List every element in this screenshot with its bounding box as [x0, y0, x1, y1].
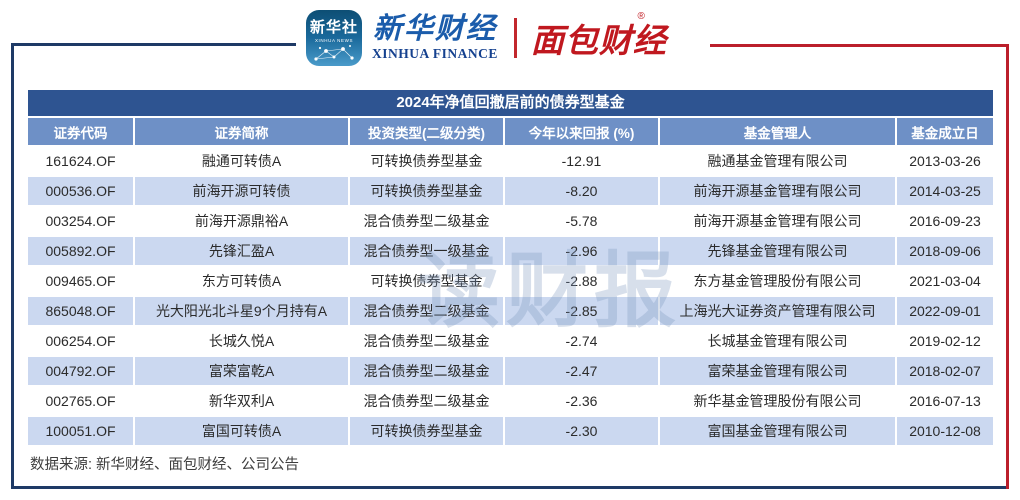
table-row: 100051.OF 富国可转债A 可转换债券型基金 -2.30 富国基金管理有限公司 20…: [28, 417, 993, 447]
table-cell: 2016-07-13: [897, 387, 993, 415]
table-cell: 可转换债券型基金: [350, 147, 505, 175]
table-row: 009465.OF 东方可转债A 可转换债券型基金 -2.88 东方基金管理股份有限公司…: [28, 267, 993, 297]
table-cell: 005892.OF: [28, 237, 135, 265]
table-cell: 融通基金管理有限公司: [660, 147, 897, 175]
table-row: 000536.OF 前海开源可转债 可转换债券型基金 -8.20 前海开源基金管理有限公…: [28, 177, 993, 207]
table-cell: -2.88: [505, 267, 660, 295]
fund-table: 2024年净值回撤居前的债券型基金 证券代码 证券简称 投资类型(二级分类) 今…: [28, 90, 993, 447]
logo-strip: 新华社 XINHUA NEWS 新华财经 XINHUA FINANCE: [296, 7, 691, 69]
column-header-return: 今年以来回报 (%): [505, 118, 660, 145]
registered-trademark-icon: ®: [637, 11, 645, 22]
frame-line-bottom: [11, 486, 1009, 489]
table-cell: 2016-09-23: [897, 207, 993, 235]
column-header-name: 证券简称: [135, 118, 350, 145]
xinhua-finance-en-label: XINHUA FINANCE: [372, 46, 498, 62]
table-cell: 混合债券型一级基金: [350, 237, 505, 265]
xinhua-finance-logo: 新华财经 XINHUA FINANCE: [372, 12, 498, 62]
column-header-code: 证券代码: [28, 118, 135, 145]
network-constellation-icon: [314, 45, 354, 61]
table-cell: 002765.OF: [28, 387, 135, 415]
frame-line-left: [11, 43, 14, 489]
table-cell: 东方基金管理股份有限公司: [660, 267, 897, 295]
table-cell: 865048.OF: [28, 297, 135, 325]
table-cell: 混合债券型二级基金: [350, 357, 505, 385]
logo-divider: [513, 18, 517, 58]
table-header-row: 证券代码 证券简称 投资类型(二级分类) 今年以来回报 (%) 基金管理人 基金…: [28, 118, 993, 147]
table-cell: -5.78: [505, 207, 660, 235]
table-cell: -2.47: [505, 357, 660, 385]
table-cell: -8.20: [505, 177, 660, 205]
table-cell: 100051.OF: [28, 417, 135, 445]
table-cell: 2022-09-01: [897, 297, 993, 325]
table-cell: 可转换债券型基金: [350, 177, 505, 205]
table-cell: 2019-02-12: [897, 327, 993, 355]
table-cell: 混合债券型二级基金: [350, 387, 505, 415]
table-cell: 可转换债券型基金: [350, 417, 505, 445]
table-cell: 000536.OF: [28, 177, 135, 205]
table-row: 006254.OF 长城久悦A 混合债券型二级基金 -2.74 长城基金管理有限公司 20…: [28, 327, 993, 357]
table-cell: 前海开源基金管理有限公司: [660, 207, 897, 235]
table-cell: 新华基金管理股份有限公司: [660, 387, 897, 415]
frame-line-top-left: [11, 43, 309, 46]
table-cell: 先锋基金管理有限公司: [660, 237, 897, 265]
xinhua-news-app-icon: 新华社 XINHUA NEWS: [306, 10, 362, 66]
column-header-manager: 基金管理人: [660, 118, 897, 145]
frame-line-top-right: [710, 44, 1009, 47]
table-title: 2024年净值回撤居前的债券型基金: [28, 90, 993, 118]
table-cell: 前海开源可转债: [135, 177, 350, 205]
table-cell: 融通可转债A: [135, 147, 350, 175]
table-row: 161624.OF 融通可转债A 可转换债券型基金 -12.91 融通基金管理有限公司 2…: [28, 147, 993, 177]
table-body: 161624.OF 融通可转债A 可转换债券型基金 -12.91 融通基金管理有限公司 2…: [28, 147, 993, 447]
table-cell: 东方可转债A: [135, 267, 350, 295]
table-cell: 2014-03-25: [897, 177, 993, 205]
table-cell: -2.85: [505, 297, 660, 325]
table-cell: 2018-02-07: [897, 357, 993, 385]
table-cell: 光大阳光北斗星9个月持有A: [135, 297, 350, 325]
bread-finance-logo: 面包财经 ®: [530, 11, 681, 62]
table-cell: 009465.OF: [28, 267, 135, 295]
table-cell: -2.30: [505, 417, 660, 445]
table-cell: 004792.OF: [28, 357, 135, 385]
table-cell: 2013-03-26: [897, 147, 993, 175]
table-cell: 富荣富乾A: [135, 357, 350, 385]
table-row: 865048.OF 光大阳光北斗星9个月持有A 混合债券型二级基金 -2.85 上海光大…: [28, 297, 993, 327]
table-cell: 003254.OF: [28, 207, 135, 235]
table-cell: 长城久悦A: [135, 327, 350, 355]
xinhua-news-label: 新华社: [309, 19, 358, 36]
table-row: 004792.OF 富荣富乾A 混合债券型二级基金 -2.47 富荣基金管理有限公司 20…: [28, 357, 993, 387]
frame-line-right: [1006, 44, 1009, 489]
table-cell: 长城基金管理有限公司: [660, 327, 897, 355]
xinhua-news-sublabel: XINHUA NEWS: [314, 38, 354, 43]
table-cell: 混合债券型二级基金: [350, 207, 505, 235]
table-cell: 2021-03-04: [897, 267, 993, 295]
xinhua-finance-wordmark: 新华财经: [372, 12, 497, 45]
table-cell: 2018-09-06: [897, 237, 993, 265]
table-cell: 2010-12-08: [897, 417, 993, 445]
table-cell: 上海光大证券资产管理有限公司: [660, 297, 897, 325]
table-cell: -2.96: [505, 237, 660, 265]
table-cell: 可转换债券型基金: [350, 267, 505, 295]
table-cell: -2.36: [505, 387, 660, 415]
table-row: 005892.OF 先锋汇盈A 混合债券型一级基金 -2.96 先锋基金管理有限公司 20…: [28, 237, 993, 267]
table-cell: 006254.OF: [28, 327, 135, 355]
table-cell: 新华双利A: [135, 387, 350, 415]
column-header-type: 投资类型(二级分类): [350, 118, 505, 145]
bread-finance-wordmark: 面包财经: [530, 22, 667, 59]
table-cell: 富国基金管理有限公司: [660, 417, 897, 445]
table-cell: 先锋汇盈A: [135, 237, 350, 265]
column-header-inception: 基金成立日: [897, 118, 993, 145]
table-cell: 富荣基金管理有限公司: [660, 357, 897, 385]
table-cell: 前海开源基金管理有限公司: [660, 177, 897, 205]
table-row: 003254.OF 前海开源鼎裕A 混合债券型二级基金 -5.78 前海开源基金管理有限…: [28, 207, 993, 237]
table-cell: 混合债券型二级基金: [350, 297, 505, 325]
table-cell: -12.91: [505, 147, 660, 175]
data-source-note: 数据来源: 新华财经、面包财经、公司公告: [30, 457, 300, 473]
table-cell: 混合债券型二级基金: [350, 327, 505, 355]
table-cell: 富国可转债A: [135, 417, 350, 445]
table-cell: 161624.OF: [28, 147, 135, 175]
table-cell: 前海开源鼎裕A: [135, 207, 350, 235]
table-row: 002765.OF 新华双利A 混合债券型二级基金 -2.36 新华基金管理股份有限公司…: [28, 387, 993, 417]
table-cell: -2.74: [505, 327, 660, 355]
